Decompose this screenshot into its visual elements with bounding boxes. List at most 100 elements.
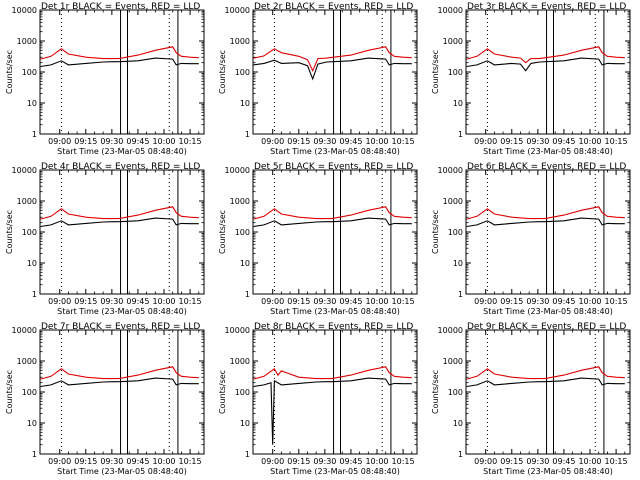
event-rate-series	[253, 217, 412, 228]
x-tick-label: 10:00	[578, 297, 601, 306]
chart-panel: Det 5r BLACK = Events, RED = LLD 1 10 100 10…	[218, 162, 418, 316]
chart-title: Det 2r BLACK = Events, RED = LLD	[254, 2, 413, 12]
y-tick-label: 10000	[12, 326, 37, 335]
event-rate-series	[253, 57, 412, 81]
chart-panel: Det 6r BLACK = Events, RED = LLD 1 10 100 10…	[431, 162, 631, 316]
x-tick-label: 09:45	[339, 457, 362, 466]
plot-frame	[252, 169, 418, 295]
chart-title: Det 1r BLACK = Events, RED = LLD	[41, 2, 200, 12]
x-tick-label: 10:00	[365, 457, 388, 466]
x-tick-label: 09:30	[100, 137, 123, 146]
lld-rate-series	[253, 206, 412, 220]
x-tick-label: 10:00	[152, 457, 175, 466]
y-axis-label: Counts/sec	[431, 50, 440, 94]
y-tick-label: 10	[27, 99, 37, 108]
lld-rate-series	[253, 366, 412, 380]
x-axis-label: Start Time (23-Mar-05 08:48:40)	[483, 147, 613, 156]
x-axis-label: Start Time (23-Mar-05 08:48:40)	[57, 307, 187, 316]
x-tick-label: 09:45	[126, 297, 149, 306]
x-axis-label: Start Time (23-Mar-05 08:48:40)	[270, 147, 400, 156]
y-tick-label: 100	[448, 68, 463, 77]
y-tick-label: 1000	[17, 37, 37, 46]
x-tick-label: 09:45	[552, 137, 575, 146]
y-axis-label: Counts/sec	[5, 210, 14, 254]
chart-panel: Det 1r BLACK = Events, RED = LLD 1 10 100 10…	[5, 2, 205, 156]
x-tick-label: 10:00	[365, 297, 388, 306]
x-tick-label: 09:00	[48, 137, 71, 146]
plot-frame	[465, 9, 631, 135]
y-tick-label: 10	[27, 259, 37, 268]
y-tick-label: 10000	[225, 326, 250, 335]
plot-frame	[252, 9, 418, 135]
y-tick-label: 10000	[225, 166, 250, 175]
x-tick-label: 10:15	[392, 457, 415, 466]
chart-title: Det 8r BLACK = Events, RED = LLD	[254, 322, 413, 332]
x-tick-label: 10:15	[605, 137, 628, 146]
y-axis-label: Counts/sec	[431, 210, 440, 254]
y-tick-label: 1	[458, 130, 463, 139]
x-tick-label: 09:30	[526, 137, 549, 146]
x-tick-label: 09:00	[48, 297, 71, 306]
y-axis-label: Counts/sec	[218, 50, 227, 94]
y-tick-label: 1	[458, 450, 463, 459]
y-tick-label: 10	[240, 419, 250, 428]
x-tick-label: 09:30	[526, 297, 549, 306]
x-tick-label: 10:00	[578, 137, 601, 146]
plot-frame	[465, 169, 631, 295]
y-tick-label: 1	[245, 450, 250, 459]
y-tick-label: 1000	[443, 197, 463, 206]
y-axis-label: Counts/sec	[5, 370, 14, 414]
y-tick-label: 10	[27, 419, 37, 428]
event-rate-series	[40, 377, 199, 388]
y-tick-label: 10000	[438, 166, 463, 175]
y-axis-label: Counts/sec	[218, 370, 227, 414]
x-tick-label: 09:15	[74, 137, 97, 146]
y-tick-label: 10	[453, 99, 463, 108]
x-tick-label: 09:15	[74, 457, 97, 466]
x-tick-label: 09:00	[261, 297, 284, 306]
x-tick-label: 09:45	[339, 137, 362, 146]
chart-title: Det 3r BLACK = Events, RED = LLD	[467, 2, 626, 12]
y-tick-label: 1	[32, 450, 37, 459]
x-tick-label: 10:00	[152, 297, 175, 306]
x-tick-label: 09:00	[474, 297, 497, 306]
x-axis-label: Start Time (23-Mar-05 08:48:40)	[270, 467, 400, 476]
y-tick-label: 1	[458, 290, 463, 299]
x-tick-label: 09:15	[287, 457, 310, 466]
x-tick-label: 09:30	[313, 137, 336, 146]
x-axis-label: Start Time (23-Mar-05 08:48:40)	[270, 307, 400, 316]
y-tick-label: 1000	[230, 197, 250, 206]
x-tick-label: 10:15	[605, 457, 628, 466]
chart-panel: Det 7r BLACK = Events, RED = LLD 1 10 100 10…	[5, 322, 205, 476]
x-tick-label: 09:45	[552, 297, 575, 306]
y-tick-label: 100	[235, 388, 250, 397]
y-tick-label: 1000	[17, 357, 37, 366]
event-rate-series	[253, 377, 412, 445]
y-tick-label: 1	[245, 290, 250, 299]
x-tick-label: 09:30	[313, 297, 336, 306]
event-rate-series	[466, 57, 625, 72]
y-tick-label: 10000	[438, 326, 463, 335]
x-tick-label: 09:15	[500, 457, 523, 466]
y-tick-label: 10000	[438, 6, 463, 15]
y-tick-label: 10	[240, 99, 250, 108]
x-tick-label: 09:00	[261, 137, 284, 146]
event-rate-series	[40, 217, 199, 228]
x-tick-label: 09:15	[287, 297, 310, 306]
lld-rate-series	[253, 46, 412, 73]
y-tick-label: 100	[235, 68, 250, 77]
x-axis-label: Start Time (23-Mar-05 08:48:40)	[483, 467, 613, 476]
x-tick-label: 09:15	[287, 137, 310, 146]
lld-rate-series	[466, 206, 625, 220]
event-rate-series	[466, 217, 625, 228]
plot-frame	[252, 329, 418, 455]
y-tick-label: 1	[245, 130, 250, 139]
y-tick-label: 10000	[12, 6, 37, 15]
x-tick-label: 09:45	[126, 457, 149, 466]
chart-panel: Det 8r BLACK = Events, RED = LLD 1 10 100 10…	[218, 322, 418, 476]
y-axis-label: Counts/sec	[218, 210, 227, 254]
y-tick-label: 100	[235, 228, 250, 237]
x-tick-label: 10:00	[578, 457, 601, 466]
y-tick-label: 1000	[230, 37, 250, 46]
